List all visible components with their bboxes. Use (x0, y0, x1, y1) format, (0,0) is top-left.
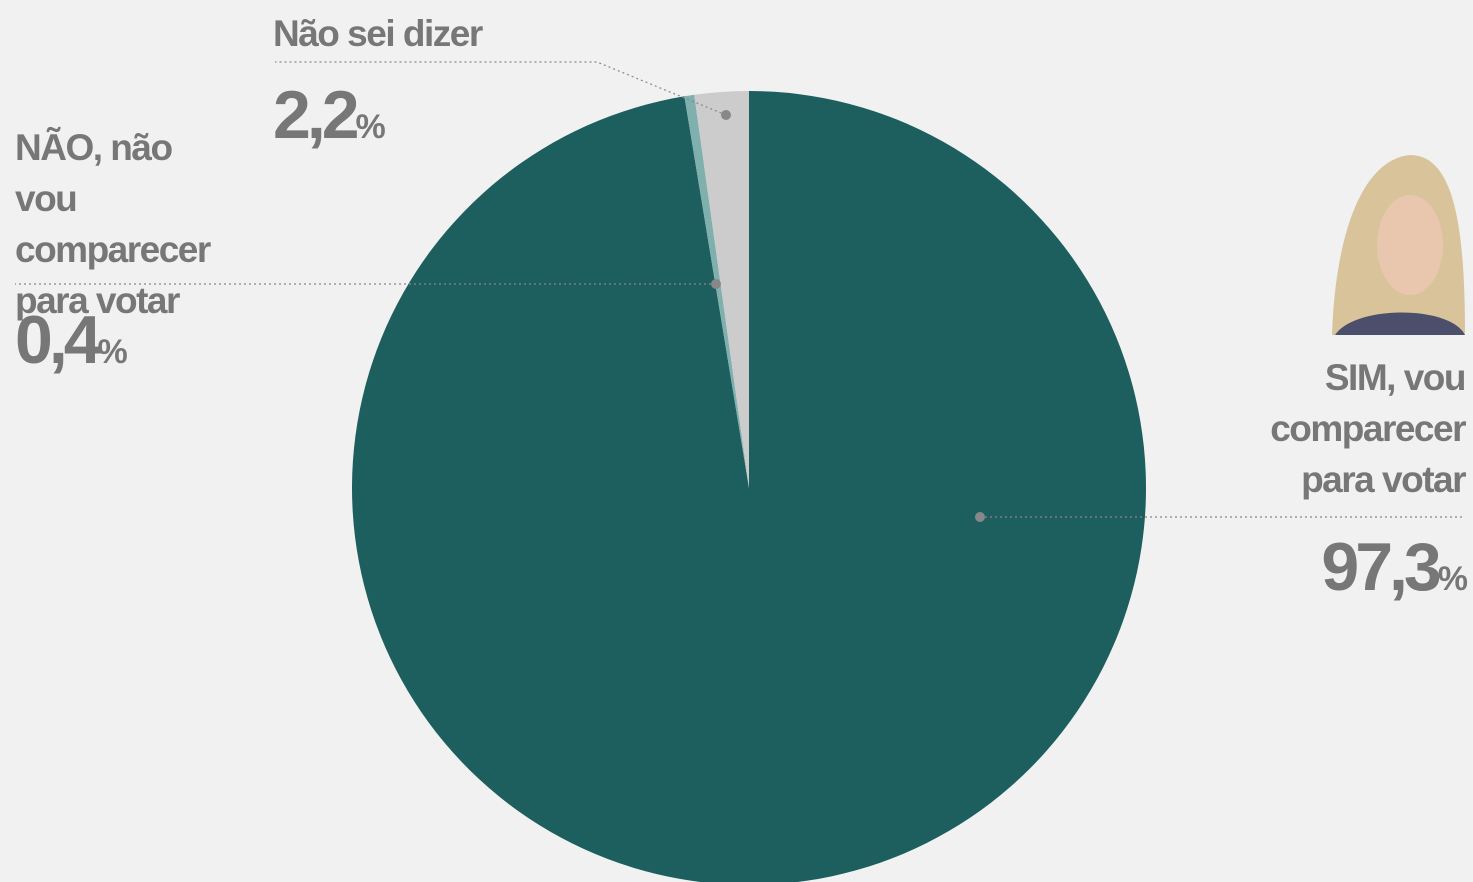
portrait-shirt (1335, 312, 1465, 335)
slice-label: Não sei dizer (273, 13, 483, 54)
portrait-face (1377, 195, 1443, 295)
value-label: 97,3% (1321, 529, 1468, 605)
value-label: 2,2% (273, 77, 386, 153)
pie-slice (352, 91, 1146, 882)
leader-dot (721, 110, 731, 120)
leader-lines (15, 61, 1465, 518)
leader-line (275, 61, 727, 116)
pie-slice (684, 94, 749, 489)
leader-dot (975, 512, 985, 522)
slice-label: SIM, vou comparecer para votar (1270, 357, 1466, 500)
leader-dots (711, 110, 985, 522)
slice-label: NÃO, não vou comparecer para votar (15, 127, 211, 321)
pie (352, 91, 1146, 882)
leader-dot (711, 279, 721, 289)
value-label: 0,4% (15, 302, 128, 378)
pie-slice (694, 91, 749, 488)
portrait (1332, 155, 1465, 335)
